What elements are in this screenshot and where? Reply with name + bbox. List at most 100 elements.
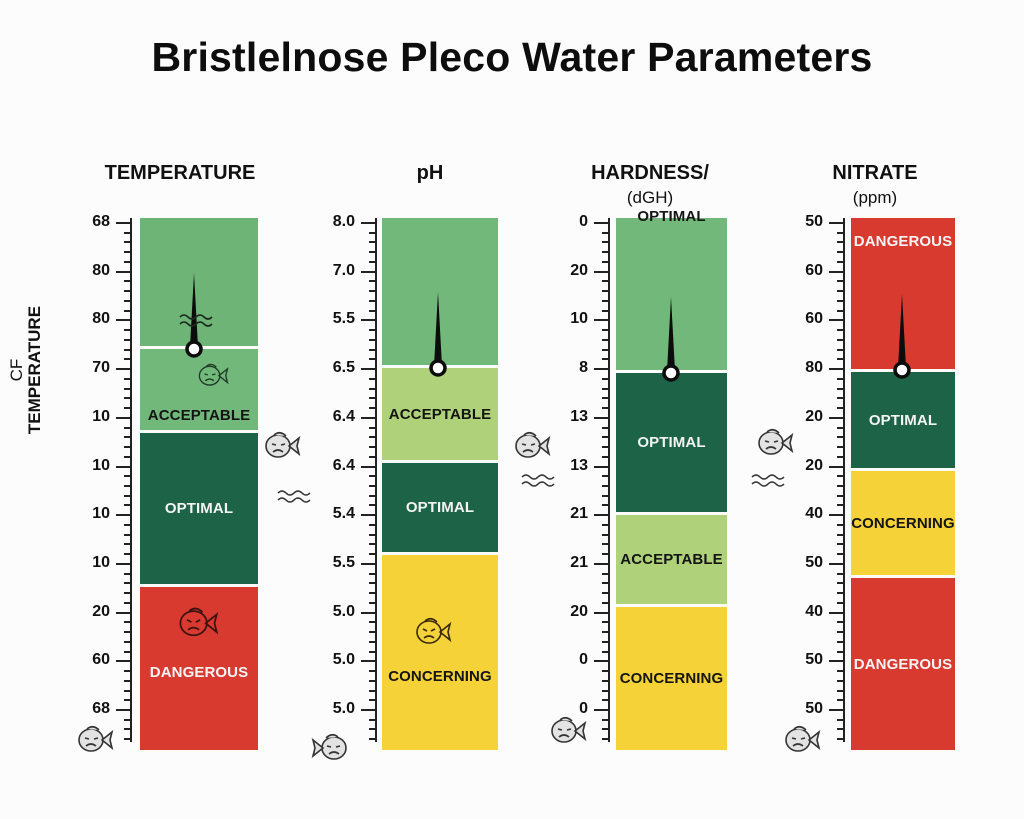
minor-tick (602, 504, 608, 506)
minor-tick (369, 397, 375, 399)
minor-tick (124, 690, 130, 692)
minor-tick (602, 388, 608, 390)
minor-tick (837, 602, 843, 604)
minor-tick (602, 641, 608, 643)
minor-tick (837, 582, 843, 584)
minor-tick (837, 738, 843, 740)
angry-fish-icon (416, 617, 452, 644)
major-tick (829, 612, 843, 614)
minor-tick (602, 534, 608, 536)
minor-tick (837, 475, 843, 477)
tick-label: 68 (92, 700, 110, 717)
minor-tick (602, 397, 608, 399)
tick-label: 50 (805, 554, 823, 571)
minor-tick (837, 553, 843, 555)
minor-tick (602, 651, 608, 653)
header-ph-label: pH (416, 162, 444, 184)
minor-tick (602, 602, 608, 604)
band-concerning: CONCERNING (382, 555, 498, 750)
tick-label: 10 (92, 505, 110, 522)
tick-label: 40 (805, 603, 823, 620)
header-temperature: TEMPERATURE (80, 160, 280, 186)
minor-tick (837, 446, 843, 448)
tick-label: 6.5 (332, 359, 355, 376)
water-waves-icon (277, 490, 311, 503)
minor-tick (602, 280, 608, 282)
sad-fish-icon (78, 725, 114, 752)
minor-tick (369, 651, 375, 653)
major-tick (116, 660, 130, 662)
minor-tick (369, 534, 375, 536)
minor-tick (837, 651, 843, 653)
major-tick (116, 319, 130, 321)
minor-tick (369, 592, 375, 594)
water-waves-icon (751, 474, 785, 487)
minor-tick (602, 358, 608, 360)
minor-tick (124, 339, 130, 341)
water-waves-icon (521, 474, 555, 487)
minor-tick (837, 719, 843, 721)
minor-tick (602, 680, 608, 682)
minor-tick (124, 261, 130, 263)
major-tick (361, 222, 375, 224)
minor-tick (124, 524, 130, 526)
major-tick (361, 417, 375, 419)
minor-tick (124, 280, 130, 282)
major-tick (829, 319, 843, 321)
sad-fish-icon (198, 363, 229, 386)
minor-tick (602, 553, 608, 555)
side-axis-label: CF TEMPERATURE (7, 300, 44, 440)
minor-tick (369, 582, 375, 584)
minor-tick (837, 699, 843, 701)
hardness-axis (608, 218, 610, 742)
minor-tick (602, 621, 608, 623)
minor-tick (837, 427, 843, 429)
major-tick (116, 709, 130, 711)
minor-tick (124, 456, 130, 458)
temperature-axis (130, 218, 132, 742)
major-tick (116, 417, 130, 419)
band-label: OPTIMAL (405, 499, 475, 516)
angry-fish-icon (179, 607, 219, 637)
tick-label: 10 (92, 457, 110, 474)
gauge-needle-icon (893, 294, 911, 379)
minor-tick (837, 534, 843, 536)
major-tick (829, 660, 843, 662)
minor-tick (602, 241, 608, 243)
tick-label: 68 (92, 213, 110, 230)
band-label: ACCEPTABLE (620, 551, 723, 568)
header-hardness: HARDNESS/ (dGH) (550, 160, 750, 210)
header-nitrate-unit: (ppm) (852, 188, 898, 207)
minor-tick (124, 446, 130, 448)
minor-tick (602, 719, 608, 721)
band-label: ACCEPTABLE (388, 405, 492, 423)
minor-tick (369, 573, 375, 575)
minor-tick (124, 651, 130, 653)
minor-tick (837, 388, 843, 390)
tick-label: 5.0 (332, 651, 355, 668)
minor-tick (837, 592, 843, 594)
minor-tick (124, 310, 130, 312)
tick-label: 13 (570, 408, 588, 425)
tick-label: 5.5 (332, 554, 355, 571)
minor-tick (837, 349, 843, 351)
minor-tick (837, 436, 843, 438)
tick-label: 5.0 (332, 603, 355, 620)
minor-tick (837, 524, 843, 526)
band-optimal: OPTIMAL (382, 463, 498, 552)
header-temperature-label: TEMPERATURE (104, 162, 256, 184)
minor-tick (837, 407, 843, 409)
ph-axis (375, 218, 377, 742)
minor-tick (602, 573, 608, 575)
minor-tick (369, 446, 375, 448)
tick-label: 0 (579, 700, 588, 717)
band-label: OPTIMAL (164, 500, 234, 517)
minor-tick (837, 261, 843, 263)
minor-tick (602, 475, 608, 477)
band-concerning: CONCERNING (851, 471, 955, 575)
major-tick (594, 417, 608, 419)
tick-label: 80 (92, 262, 110, 279)
minor-tick (602, 378, 608, 380)
minor-tick (602, 310, 608, 312)
gauge-needle-icon (662, 297, 680, 382)
